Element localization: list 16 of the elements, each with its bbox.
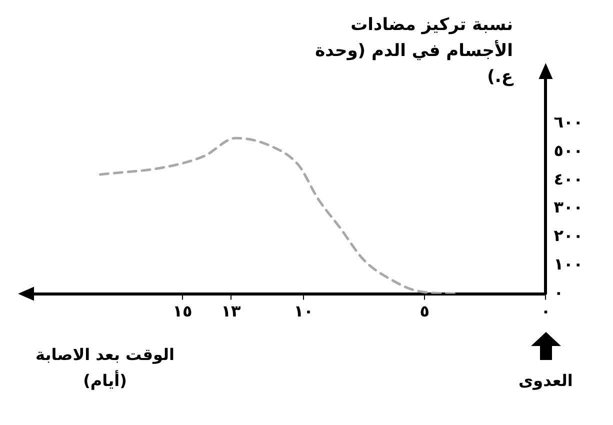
y-tick-label: ٥٠٠ bbox=[554, 140, 583, 160]
y-tick-label: ٤٠٠ bbox=[554, 169, 583, 188]
x-tick-label: ١٥ bbox=[172, 302, 192, 321]
y-tick-label: ٣٠٠ bbox=[554, 198, 583, 217]
x-tick-label: ٠ bbox=[540, 302, 551, 321]
y-tick-label: ٦٠٠ bbox=[554, 112, 583, 132]
x-tick-label: ٥ bbox=[420, 302, 430, 321]
y-axis-title: نسبة تركيز مضادات الأجسام في الدم (وحدة ع.) bbox=[314, 14, 513, 89]
y-tick-label: ٢٠٠ bbox=[554, 226, 583, 246]
x-tick-label: ١٣ bbox=[221, 302, 241, 321]
y-tick-label: ٠ bbox=[554, 282, 564, 302]
x-tick-label: ١٠ bbox=[294, 302, 314, 321]
y-tick-label: ١٠٠ bbox=[554, 254, 583, 274]
x-axis-title: الوقت بعد الاصابة (أيام) bbox=[34, 344, 176, 392]
line-series bbox=[98, 136, 458, 294]
text: العدوى bbox=[518, 370, 573, 390]
